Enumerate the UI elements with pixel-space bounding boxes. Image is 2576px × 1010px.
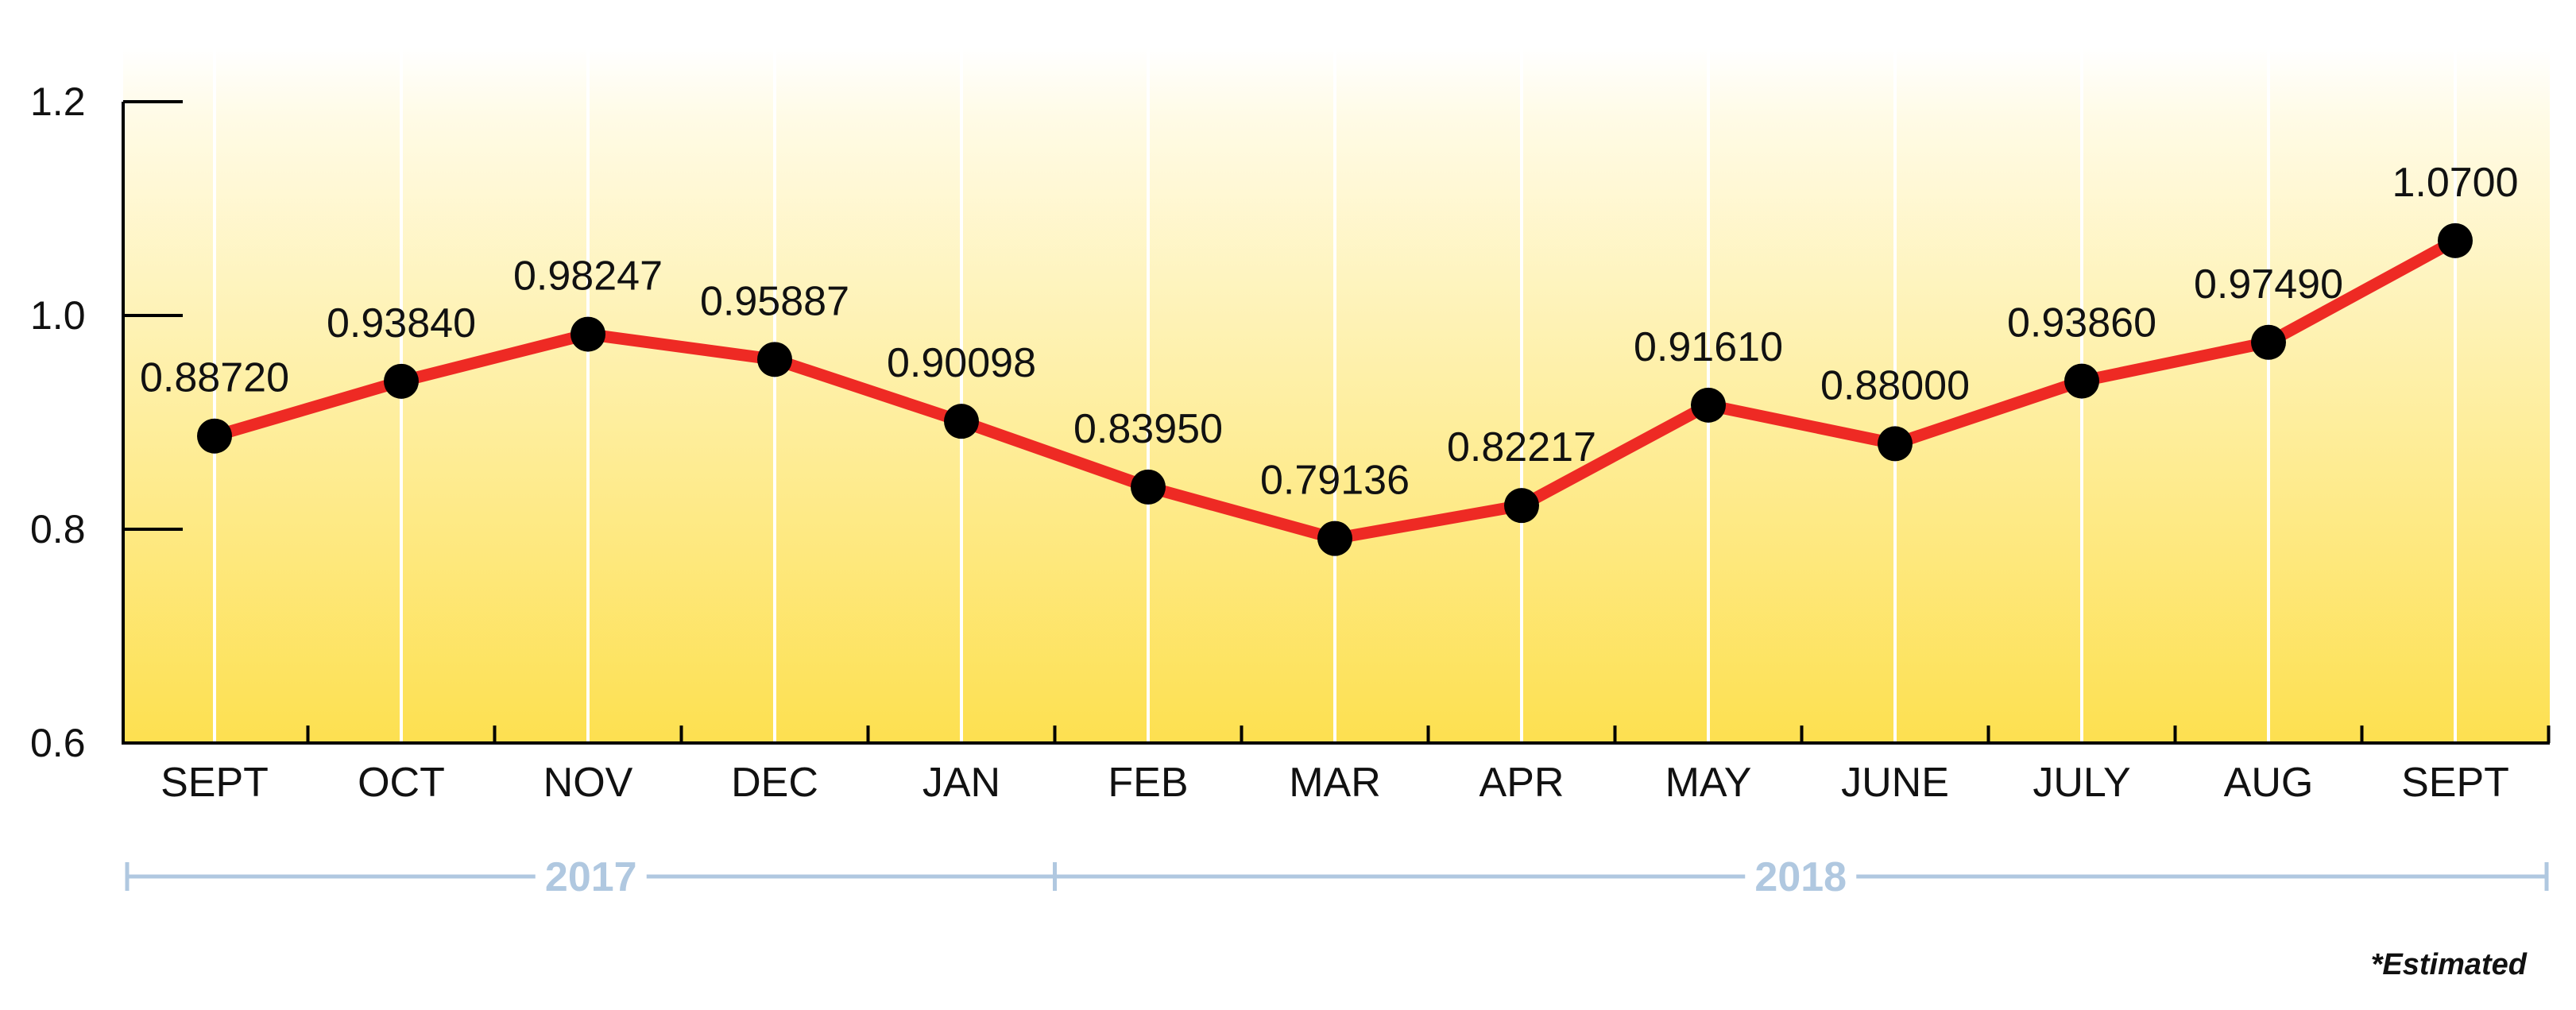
- axes: [122, 102, 2550, 745]
- data-label: 0.98247: [513, 253, 663, 300]
- x-tick-label: MAR: [1289, 760, 1381, 806]
- x-tick-label: NOV: [543, 760, 633, 806]
- x-tick-label: MAY: [1665, 760, 1752, 806]
- y-axis-ticks: 0.6 0.8 1.0 1.2: [30, 79, 183, 765]
- y-tick-label: 0.8: [30, 507, 86, 551]
- data-label: 0.93860: [2007, 300, 2156, 346]
- data-label: 0.88720: [140, 355, 289, 401]
- data-point: [1878, 426, 1913, 462]
- year-axis: 2017 2018: [125, 854, 2549, 900]
- x-tick-label: SEPT: [161, 760, 269, 806]
- data-label: 0.82217: [1447, 424, 1596, 470]
- x-axis-ticks: SEPT OCT NOV DEC JAN FEB MAR APR MAY JUNE JULY AUG S…: [161, 726, 2551, 806]
- data-point: [384, 363, 419, 399]
- x-tick-label: APR: [1479, 760, 1565, 806]
- data-label: 0.83950: [1073, 406, 1223, 452]
- x-tick-label: JAN: [922, 760, 1000, 806]
- data-labels: 0.88720 0.93840 0.98247 0.95887 0.90098 0.839…: [140, 160, 2519, 504]
- data-label: 1.0700: [2392, 160, 2518, 206]
- year-label: 2018: [1754, 854, 1847, 900]
- data-label: 0.90098: [887, 340, 1036, 386]
- y-tick-label: 1.2: [30, 79, 86, 124]
- data-point: [2251, 324, 2286, 360]
- data-point: [944, 404, 979, 439]
- x-tick-label: JUNE: [1841, 760, 1949, 806]
- data-label: 0.91610: [1634, 324, 1783, 370]
- data-point: [1317, 520, 1352, 556]
- data-point: [197, 418, 232, 454]
- data-points: [197, 223, 2473, 556]
- data-point: [571, 316, 605, 352]
- y-tick-label: 1.0: [30, 293, 86, 338]
- data-point: [757, 342, 792, 377]
- data-label: 0.97490: [2194, 261, 2343, 308]
- data-label: 0.88000: [1820, 362, 1970, 408]
- x-tick-label: AUG: [2224, 760, 2314, 806]
- data-point: [2438, 223, 2473, 258]
- estimated-note: *Estimated: [2371, 948, 2528, 981]
- data-label: 0.79136: [1260, 458, 1410, 504]
- data-point: [1504, 488, 1539, 524]
- year-label: 2017: [545, 854, 637, 900]
- x-tick-label: FEB: [1108, 760, 1188, 806]
- x-tick-label: SEPT: [2401, 760, 2509, 806]
- data-label: 0.93840: [327, 300, 476, 346]
- x-tick-label: OCT: [358, 760, 445, 806]
- x-tick-label: JULY: [2033, 760, 2130, 806]
- data-label: 0.95887: [700, 278, 849, 324]
- data-point: [1131, 469, 1166, 505]
- y-tick-label: 0.6: [30, 721, 86, 765]
- x-tick-label: DEC: [731, 760, 818, 806]
- data-point: [2064, 363, 2099, 399]
- data-point: [1691, 387, 1726, 423]
